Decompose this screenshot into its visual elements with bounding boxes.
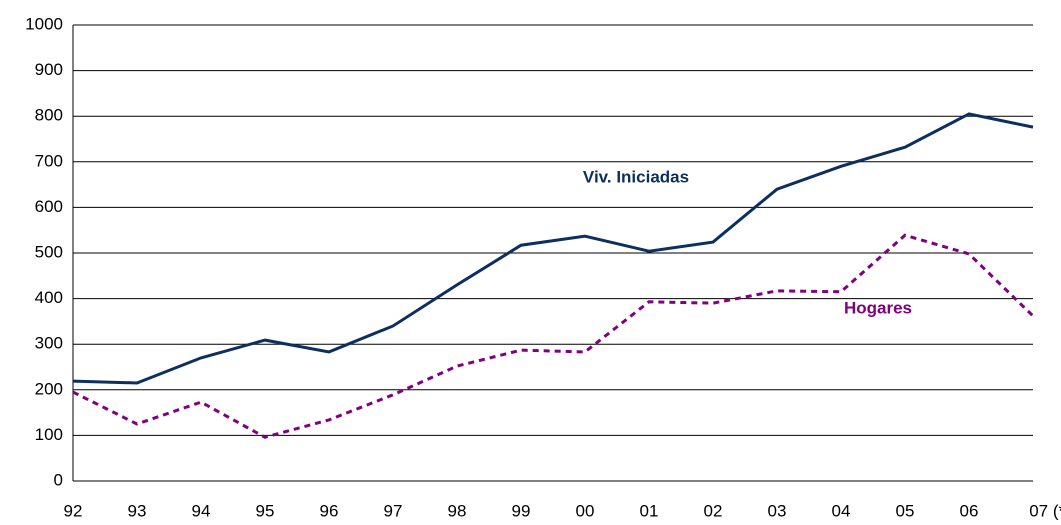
- y-tick-label: 1000: [25, 14, 63, 33]
- series-line: [72, 112, 1034, 385]
- x-tick-label: 00: [576, 501, 595, 520]
- x-tick-label: 99: [512, 501, 531, 520]
- series-label: Viv. Iniciadas: [583, 167, 689, 186]
- x-tick-label: 06: [960, 501, 979, 520]
- x-tick-label: 07 (*): [1029, 501, 1061, 520]
- x-tick-label: 92: [64, 501, 83, 520]
- x-tick-label: 94: [192, 501, 211, 520]
- x-tick-label: 95: [256, 501, 275, 520]
- x-tick-label: 96: [320, 501, 339, 520]
- y-tick-label: 800: [35, 106, 63, 125]
- x-tick-label: 05: [896, 501, 915, 520]
- y-tick-label: 300: [35, 334, 63, 353]
- y-tick-label: 600: [35, 197, 63, 216]
- y-tick-label: 0: [54, 470, 63, 489]
- x-tick-label: 01: [640, 501, 659, 520]
- x-tick-label: 04: [832, 501, 851, 520]
- y-tick-label: 900: [35, 60, 63, 79]
- y-tick-label: 700: [35, 151, 63, 170]
- x-tick-label: 02: [704, 501, 723, 520]
- y-tick-label: 100: [35, 425, 63, 444]
- y-tick-label: 400: [35, 288, 63, 307]
- y-tick-label: 500: [35, 242, 63, 261]
- series-line: [72, 233, 1035, 439]
- x-tick-label: 03: [768, 501, 787, 520]
- x-tick-label: 93: [128, 501, 147, 520]
- series-label: Hogares: [844, 298, 912, 317]
- x-tick-label: 97: [384, 501, 403, 520]
- y-tick-label: 200: [35, 379, 63, 398]
- x-tick-label: 98: [448, 501, 467, 520]
